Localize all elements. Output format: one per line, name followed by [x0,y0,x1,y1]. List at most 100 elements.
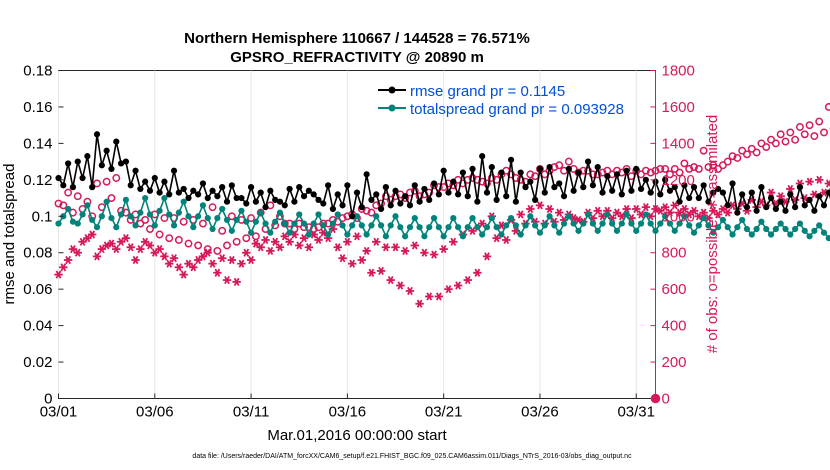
obs-assimilated-point [266,246,275,255]
obs-possible-point [718,161,727,170]
rmse-point [565,165,572,172]
obs-possible-point [112,174,121,182]
obs-assimilated-point [473,268,482,277]
obs-assimilated-point [59,263,68,272]
obs-assimilated-point [112,244,121,254]
rmse-point [575,169,582,176]
rmse-point [763,204,770,211]
y-right-tick-label: 0 [662,391,670,408]
rmse-point [132,167,139,174]
totalspread-point [142,194,149,202]
obs-assimilated-point [526,204,535,214]
obs-assimilated-point [285,237,294,246]
rmse-point [156,189,163,196]
totalspread-point [334,211,341,218]
totalspread-point [103,198,110,205]
obs-assimilated-point [410,241,419,250]
totalspread-point [628,220,635,227]
plot-area [58,70,656,399]
totalspread-point [671,227,678,234]
rmse-point [228,182,235,189]
rmse-point [700,182,707,189]
totalspread-point [219,205,226,213]
rmse-point [825,189,830,196]
totalspread-point [373,213,380,220]
rmse-point [599,189,606,196]
obs-assimilated-point [535,201,545,210]
totalspread-point [647,220,654,227]
obs-assimilated-point [502,235,511,245]
rmse-point [387,202,394,209]
obs-assimilated-point [555,208,564,217]
obs-possible-point [165,234,174,243]
totalspread-point [195,213,202,220]
totalspread-point [79,211,86,218]
totalspread-point [748,231,755,238]
obs-assimilated-point [179,270,188,279]
obs-assimilated-point [405,286,415,296]
rmse-point [146,187,154,194]
totalspread-point [483,224,491,231]
totalspread-point [402,233,409,240]
obs-possible-point [661,164,670,173]
rmse-point [527,178,534,185]
totalspread-point [498,231,505,238]
rmse-point [199,180,207,187]
obs-possible-point [64,188,73,197]
obs-possible-point [198,219,207,228]
obs-possible-point [675,168,684,177]
totalspread-point [146,211,154,218]
rmse-point [421,185,428,193]
rmse-point [633,165,640,172]
obs-assimilated-point [261,235,270,245]
totalspread-point [257,209,264,216]
legend-spread-label: totalspread grand pr = 0.093928 [410,101,624,118]
obs-assimilated-point [386,275,395,285]
legend-rmse-label: rmse grand pr = 0.1145 [410,83,565,100]
obs-assimilated-point [400,246,410,255]
obs-possible-point [786,128,795,137]
totalspread-point [281,220,288,227]
rmse-point [609,187,616,194]
totalspread-point [695,222,702,229]
totalspread-point [739,216,746,224]
rmse-point [363,171,370,178]
rmse-point [705,198,712,205]
y-right-tick-label: 800 [662,245,687,262]
obs-possible-point [367,208,376,217]
totalspread-point [358,222,365,229]
totalspread-point [464,224,471,231]
obs-assimilated-point [786,184,795,194]
obs-possible-point [685,164,694,173]
rmse-point [180,185,187,193]
totalspread-point [320,222,327,229]
rmse-point [724,202,731,209]
obs-possible-point [694,164,703,173]
obs-possible-point [795,123,804,131]
rmse-point [122,158,130,165]
obs-possible-point [155,230,164,239]
rmse-point [479,153,486,160]
obs-possible-point [709,161,718,170]
rmse-point [195,191,202,198]
rmse-point [185,194,192,202]
totalspread-point [339,222,346,229]
rmse-point [474,198,481,205]
totalspread-point [426,224,433,231]
rmse-point [584,158,592,165]
rmse-point [743,204,751,211]
obs-assimilated-point [593,206,602,215]
obs-possible-point [242,234,251,243]
rmse-point [325,182,332,189]
obs-possible-point [665,170,674,179]
totalspread-point [724,224,731,231]
y-right-tick-label: 1400 [662,135,695,152]
rmse-point [137,185,144,193]
totalspread-point [411,215,418,222]
obs-assimilated-point [155,244,164,254]
totalspread-point [811,227,818,234]
rmse-point [426,196,433,203]
rmse-point [74,158,81,165]
rmse-point [93,131,101,138]
rmse-point [546,163,553,171]
